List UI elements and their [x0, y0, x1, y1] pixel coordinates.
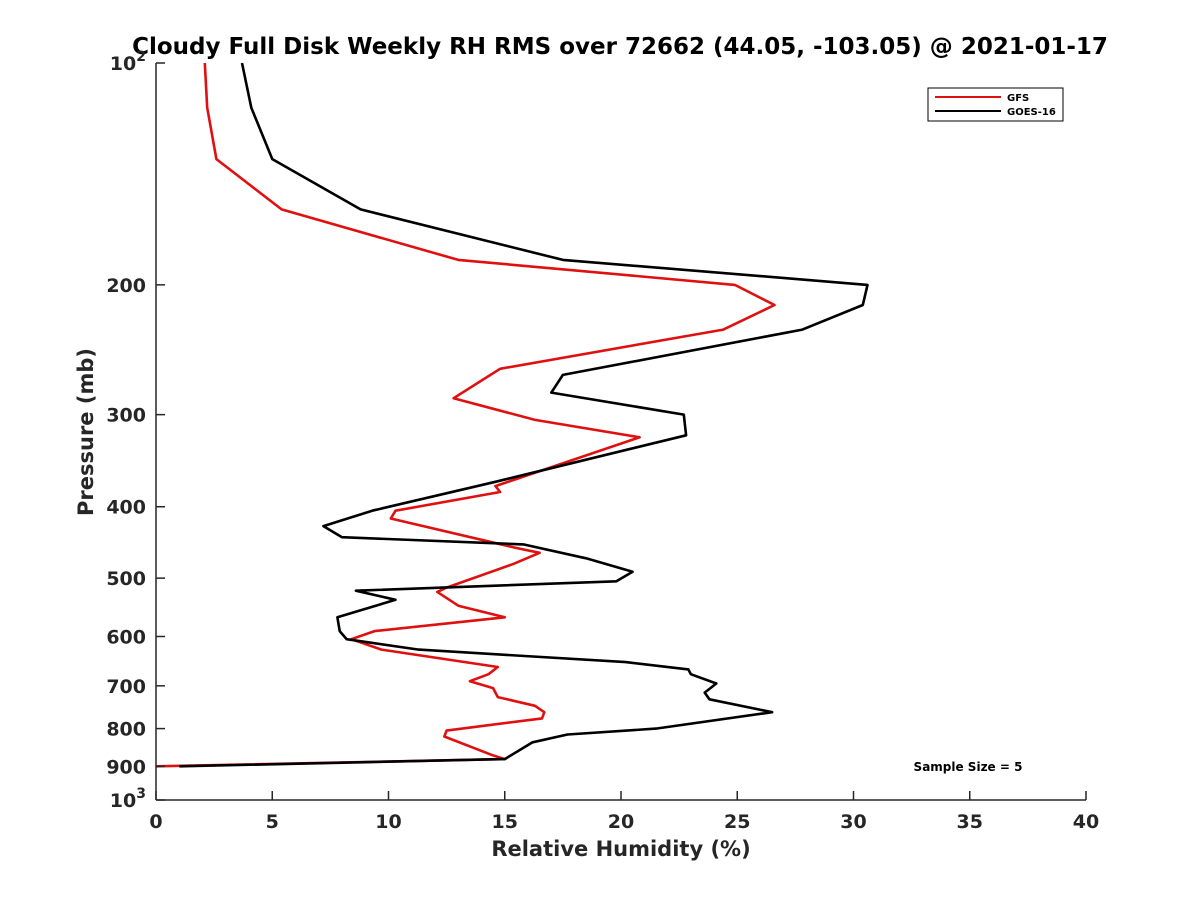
y-tick-label: 600: [106, 626, 146, 648]
x-tick-label: 20: [608, 811, 634, 833]
legend-label-gfs: GFS: [1007, 93, 1029, 104]
x-tick-label: 40: [1073, 811, 1099, 833]
x-tick-label: 5: [266, 811, 279, 833]
series-line-goes16: [179, 62, 869, 768]
x-tick-label: 30: [840, 811, 866, 833]
series-layer: [155, 62, 869, 768]
y-axis-ticks: 102 200 300 400 500 600 700 800 900 103: [106, 49, 165, 812]
x-tick-label: 25: [724, 811, 750, 833]
legend: GFS GOES-16: [927, 87, 1064, 122]
y-tick-label: 103: [110, 786, 146, 812]
y-tick-label: 400: [106, 497, 146, 519]
x-tick-label: 0: [149, 811, 162, 833]
y-tick-label: 300: [106, 405, 146, 427]
y-tick-label: 700: [106, 676, 146, 698]
y-tick-label: 102: [110, 49, 146, 75]
x-tick-label: 10: [375, 811, 401, 833]
sample-size-annotation: Sample Size = 5: [914, 760, 1023, 774]
legend-label-goes16: GOES-16: [1007, 107, 1056, 118]
y-axis-title: Pressure (mb): [74, 348, 98, 516]
y-tick-label: 800: [106, 719, 146, 741]
y-tick-label: 500: [106, 568, 146, 590]
x-axis-ticks: 0 5 10 15 20 25 30 35 40: [149, 791, 1099, 833]
x-tick-label: 15: [492, 811, 518, 833]
chart-title: Cloudy Full Disk Weekly RH RMS over 7266…: [132, 34, 1108, 60]
legend-box: [927, 87, 1064, 122]
x-axis-title: Relative Humidity (%): [491, 837, 750, 861]
x-tick-label: 35: [957, 811, 983, 833]
y-tick-label: 900: [106, 756, 146, 778]
y-tick-label: 200: [106, 275, 146, 297]
